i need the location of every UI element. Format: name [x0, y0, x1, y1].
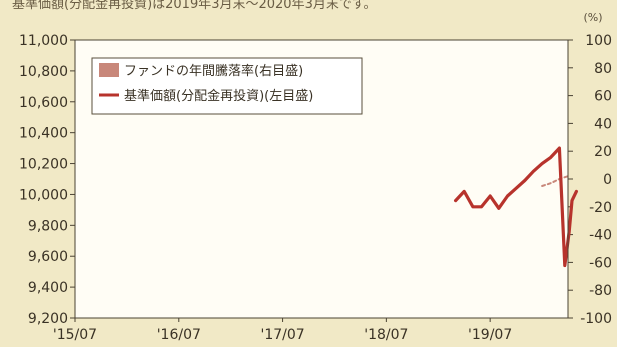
right-axis-unit: (%)	[583, 11, 602, 24]
x-tick-label: '15/07	[53, 327, 97, 343]
right-tick-label: -20	[589, 200, 612, 216]
right-axis: -100 -80 -60 -40 -20 0 20 40 60 80 100	[568, 33, 612, 327]
left-axis: 9,200 9,400 9,600 9,800 10,000 10,200 10,400 10…	[19, 33, 75, 327]
header-text: 基準価額(分配金再投資)は2019年3月末〜2020年3月末です。	[12, 0, 377, 12]
x-tick-label: '17/07	[260, 327, 304, 343]
x-tick-label: '19/07	[468, 327, 512, 343]
right-tick-label: -80	[589, 283, 612, 299]
x-tick-label: '16/07	[157, 327, 201, 343]
right-tick-label: -100	[580, 311, 612, 327]
legend-swatch-annual-return	[99, 63, 119, 77]
left-tick-label: 10,400	[19, 126, 68, 142]
right-tick-label: 80	[594, 61, 612, 77]
left-tick-label: 10,000	[19, 187, 68, 203]
left-tick-label: 10,800	[19, 64, 68, 80]
series-layer	[454, 146, 579, 268]
left-tick-label: 9,600	[28, 249, 68, 265]
right-tick-label: 20	[594, 144, 612, 160]
series-line-nav	[454, 146, 579, 268]
right-tick-label: 60	[594, 89, 612, 105]
left-tick-label: 9,400	[28, 280, 68, 296]
right-tick-label: 100	[585, 33, 612, 49]
x-axis: '15/07 '16/07 '17/07 '18/07 '19/07	[53, 318, 512, 343]
right-tick-label: 0	[603, 172, 612, 188]
left-tick-label: 9,800	[28, 218, 68, 234]
left-tick-label: 11,000	[19, 33, 68, 49]
legend-box	[91, 57, 363, 115]
plot-frame	[74, 39, 569, 319]
legend-label-annual-return: ファンドの年間騰落率(右目盛)	[124, 63, 303, 79]
left-tick-label: 10,600	[19, 95, 68, 111]
legend: ファンドの年間騰落率(右目盛) 基準価額(分配金再投資)(左目盛)	[91, 57, 363, 115]
right-tick-label: -60	[589, 255, 612, 271]
x-tick-label: '18/07	[364, 327, 408, 343]
right-tick-label: -40	[589, 228, 612, 244]
right-tick-label: 40	[594, 116, 612, 132]
series-line-annual-return	[541, 175, 569, 187]
left-tick-label: 10,200	[19, 157, 68, 173]
legend-label-nav: 基準価額(分配金再投資)(左目盛)	[124, 88, 313, 104]
left-tick-label: 9,200	[28, 311, 68, 327]
